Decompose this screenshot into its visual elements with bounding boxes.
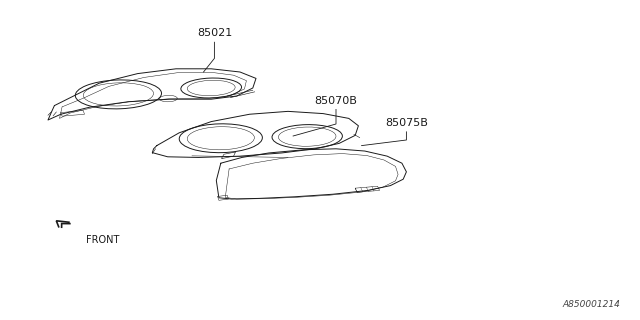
Text: 85021: 85021 <box>196 28 232 38</box>
Text: A850001214: A850001214 <box>563 300 621 309</box>
Text: FRONT: FRONT <box>86 235 120 245</box>
Text: 85070B: 85070B <box>315 96 357 106</box>
Text: 85075B: 85075B <box>385 118 428 128</box>
